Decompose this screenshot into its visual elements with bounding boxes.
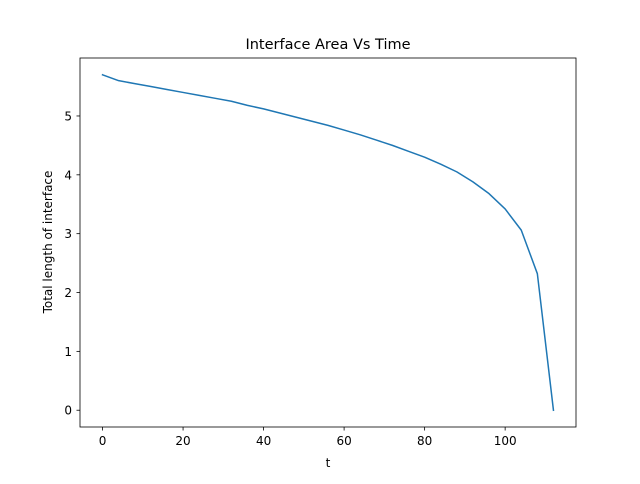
y-tick-label-2: 2	[64, 286, 72, 300]
y-tick-label-4: 4	[64, 168, 72, 182]
series-line-0	[101, 73, 555, 412]
y-tick-label-3: 3	[64, 227, 72, 241]
y-tick-label-0: 0	[64, 404, 72, 418]
x-tick-label-80: 80	[417, 434, 432, 448]
chart-title: Interface Area Vs Time	[245, 37, 410, 53]
x-tick-label-40: 40	[256, 434, 271, 448]
y-tick-label-1: 1	[64, 345, 72, 359]
y-axis-label: Total length of interface	[41, 171, 55, 315]
x-axis-label: t	[326, 456, 331, 470]
x-tick-label-0: 0	[99, 434, 107, 448]
x-tick-label-100: 100	[494, 434, 517, 448]
plot-area: 0 20 40 60 80 100 0 1 2 3 4 5	[64, 57, 577, 448]
x-tick-label-60: 60	[336, 434, 351, 448]
x-tick-label-20: 20	[175, 434, 190, 448]
plot-frame	[79, 57, 577, 428]
y-tick-label-5: 5	[64, 109, 72, 123]
